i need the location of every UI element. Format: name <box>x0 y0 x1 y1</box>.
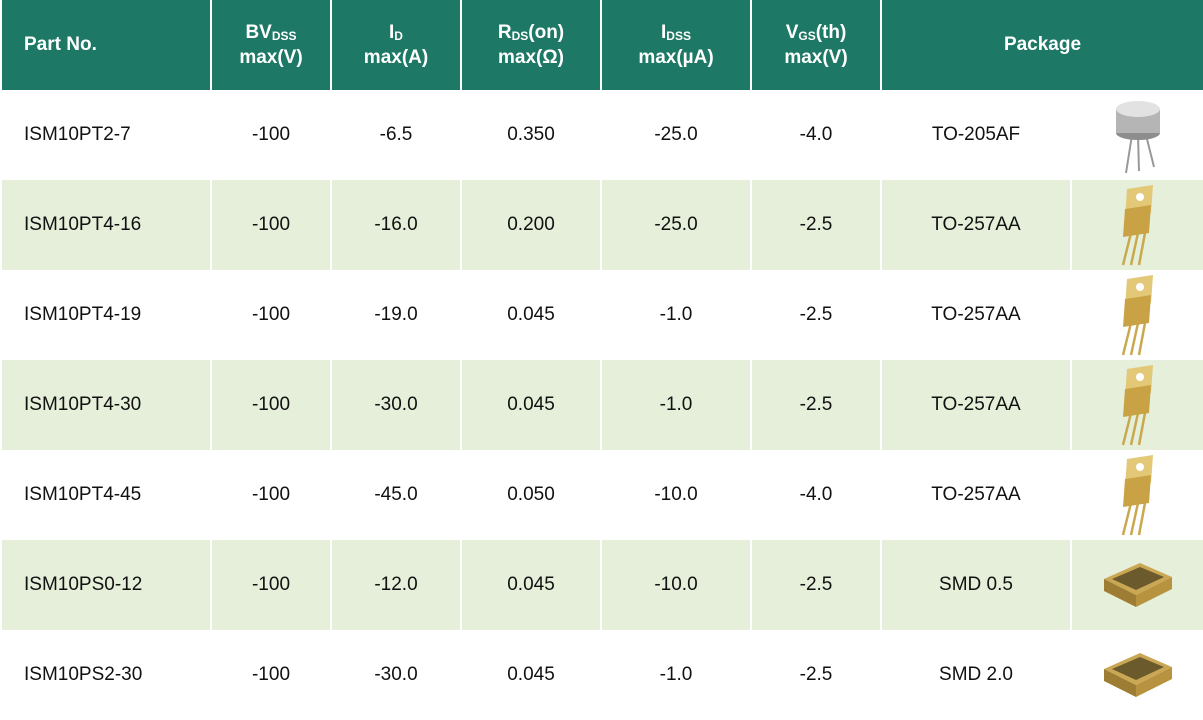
cell: TO-257AA <box>881 270 1071 360</box>
cell: -10.0 <box>601 540 751 630</box>
part-number: ISM10PS0-12 <box>1 540 211 630</box>
cell: 0.045 <box>461 270 601 360</box>
cell: -45.0 <box>331 450 461 540</box>
header-text: Package <box>1004 34 1081 55</box>
page: Part No.BVDSSmax(V)IDmax(A)RDS(on)max(Ω)… <box>0 0 1203 720</box>
header-subscript: DSS <box>666 29 691 43</box>
cell: -2.5 <box>751 630 881 720</box>
header-suffix: (on) <box>528 22 564 43</box>
part-table: Part No.BVDSSmax(V)IDmax(A)RDS(on)max(Ω)… <box>0 0 1203 720</box>
cell: 0.350 <box>461 90 601 180</box>
cell: -30.0 <box>331 360 461 450</box>
package-icon <box>1113 273 1163 357</box>
package-icon <box>1113 363 1163 447</box>
package-image <box>1071 90 1203 180</box>
cell: -2.5 <box>751 540 881 630</box>
package-image <box>1071 180 1203 270</box>
header-symbol: BV <box>245 22 271 43</box>
cell: -4.0 <box>751 450 881 540</box>
cell: -100 <box>211 360 331 450</box>
cell: 0.200 <box>461 180 601 270</box>
cell: -4.0 <box>751 90 881 180</box>
cell: 0.045 <box>461 540 601 630</box>
cell: -19.0 <box>331 270 461 360</box>
part-number: ISM10PT4-16 <box>1 180 211 270</box>
cell: -100 <box>211 450 331 540</box>
cell: -16.0 <box>331 180 461 270</box>
cell: 0.045 <box>461 360 601 450</box>
cell: SMD 2.0 <box>881 630 1071 720</box>
header-unit: max(A) <box>364 47 428 68</box>
header-subscript: GS <box>798 29 815 43</box>
package-image <box>1071 450 1203 540</box>
header-symbol: V <box>786 22 799 43</box>
cell: TO-257AA <box>881 360 1071 450</box>
part-number: ISM10PT4-19 <box>1 270 211 360</box>
part-number: ISM10PT2-7 <box>1 90 211 180</box>
cell: -100 <box>211 90 331 180</box>
package-icon <box>1113 453 1163 537</box>
header-subscript: DSS <box>272 29 297 43</box>
package-icon <box>1108 95 1168 175</box>
cell: -2.5 <box>751 270 881 360</box>
cell: TO-257AA <box>881 450 1071 540</box>
cell: -12.0 <box>331 540 461 630</box>
cell: -30.0 <box>331 630 461 720</box>
package-image <box>1071 270 1203 360</box>
header-unit: max(V) <box>239 47 302 68</box>
part-number: ISM10PT4-30 <box>1 360 211 450</box>
column-header: Part No. <box>1 0 211 90</box>
header-unit: max(V) <box>784 47 847 68</box>
package-icon <box>1100 645 1176 705</box>
part-number: ISM10PS2-30 <box>1 630 211 720</box>
package-image <box>1071 630 1203 720</box>
header-symbol: R <box>498 22 512 43</box>
column-header: VGS(th) max(V) <box>751 0 881 90</box>
header-unit: max(µA) <box>638 47 713 68</box>
column-header: RDS(on) max(Ω) <box>461 0 601 90</box>
cell: -25.0 <box>601 180 751 270</box>
cell: -100 <box>211 540 331 630</box>
header-suffix: (th) <box>816 22 847 43</box>
header-text: Part No. <box>24 34 97 55</box>
cell: -1.0 <box>601 360 751 450</box>
cell: TO-257AA <box>881 180 1071 270</box>
column-header: BVDSS max(V) <box>211 0 331 90</box>
package-image <box>1071 360 1203 450</box>
cell: -2.5 <box>751 360 881 450</box>
cell: -2.5 <box>751 180 881 270</box>
header-unit: max(Ω) <box>498 47 564 68</box>
cell: SMD 0.5 <box>881 540 1071 630</box>
cell: -100 <box>211 180 331 270</box>
cell: 0.050 <box>461 450 601 540</box>
cell: -10.0 <box>601 450 751 540</box>
header-subscript: D <box>394 29 403 43</box>
cell: 0.045 <box>461 630 601 720</box>
package-icon <box>1113 183 1163 267</box>
package-icon <box>1100 555 1176 615</box>
cell: TO-205AF <box>881 90 1071 180</box>
cell: -100 <box>211 630 331 720</box>
cell: -100 <box>211 270 331 360</box>
column-header: Package <box>881 0 1203 90</box>
cell: -25.0 <box>601 90 751 180</box>
part-number: ISM10PT4-45 <box>1 450 211 540</box>
cell: -1.0 <box>601 270 751 360</box>
cell: -6.5 <box>331 90 461 180</box>
header-subscript: DS <box>512 29 529 43</box>
package-image <box>1071 540 1203 630</box>
cell: -1.0 <box>601 630 751 720</box>
